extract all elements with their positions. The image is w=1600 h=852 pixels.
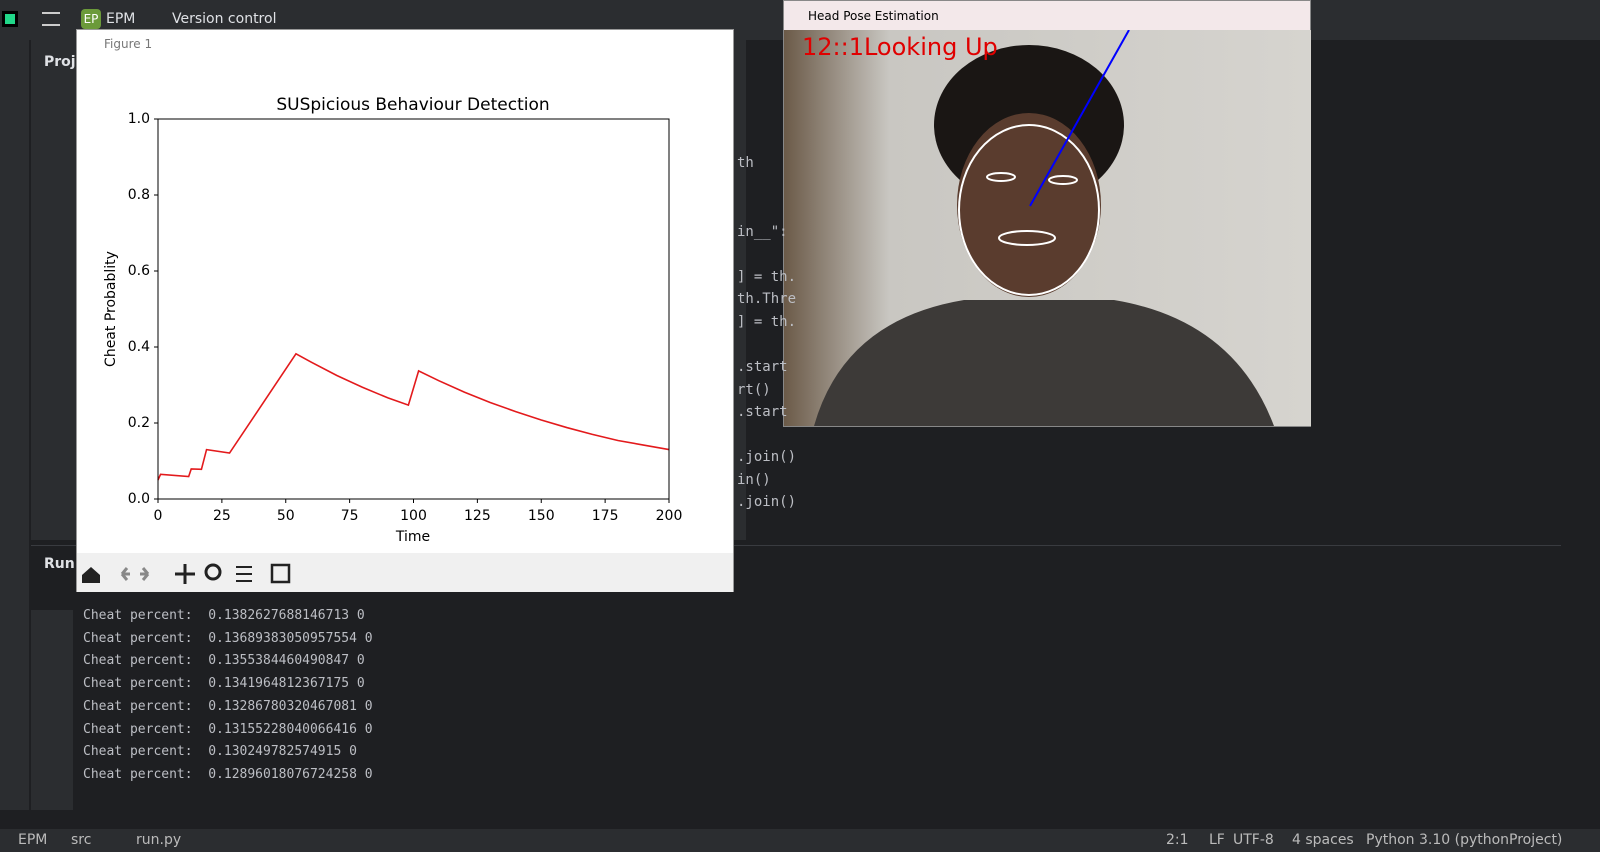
breadcrumb: EPM bbox=[18, 832, 48, 848]
x-tick-label: 125 bbox=[464, 508, 491, 524]
plot-frame bbox=[157, 118, 670, 500]
status-item: Python 3.10 (pythonProject) bbox=[1366, 832, 1563, 848]
breadcrumb: src bbox=[71, 832, 92, 848]
code-line: in() bbox=[737, 472, 771, 488]
chart-title: SUSpicious Behaviour Detection bbox=[276, 95, 549, 115]
y-tick-label: 0.8 bbox=[128, 187, 150, 203]
shirt bbox=[814, 300, 1274, 426]
run-toolbar bbox=[31, 610, 73, 810]
code-line: rt() bbox=[737, 382, 771, 398]
status-item: 4 spaces bbox=[1292, 832, 1354, 848]
x-tick-label: 175 bbox=[592, 508, 619, 524]
code-line: .join() bbox=[737, 494, 797, 510]
console-line: Cheat percent: 0.13689383050957554 0 bbox=[83, 630, 373, 646]
x-tick-label: 100 bbox=[400, 508, 427, 524]
face bbox=[957, 113, 1101, 297]
status-item: UTF-8 bbox=[1233, 832, 1274, 848]
landmark-mouth bbox=[998, 230, 1056, 246]
y-axis-label: Cheat Probablity bbox=[103, 251, 119, 367]
console-line: Cheat percent: 0.12896018076724258 0 bbox=[83, 766, 373, 782]
console-line: Cheat percent: 0.1341964812367175 0 bbox=[83, 676, 365, 692]
y-tick-label: 1.0 bbox=[128, 111, 150, 127]
code-line: th.Thre bbox=[737, 291, 797, 307]
y-tick-label: 0.6 bbox=[128, 263, 150, 279]
x-tick-label: 0 bbox=[154, 508, 163, 524]
left-strip bbox=[0, 40, 30, 810]
pose-line bbox=[1029, 30, 1130, 207]
back-icon[interactable] bbox=[120, 567, 130, 581]
console-line: Cheat percent: 0.130249782574915 0 bbox=[83, 744, 357, 760]
code-line: .join() bbox=[737, 449, 797, 465]
console-line: Cheat percent: 0.1382627688146713 0 bbox=[83, 608, 365, 623]
x-tick-label: 150 bbox=[528, 508, 555, 524]
chart: SUSpicious Behaviour Detection Time Chea… bbox=[82, 95, 683, 584]
console-line: Cheat percent: 0.1355384460490847 0 bbox=[83, 653, 365, 669]
config-icon[interactable] bbox=[236, 566, 252, 582]
code-line: ] = th. bbox=[737, 314, 797, 330]
save-icon[interactable] bbox=[270, 563, 291, 584]
status-item: 2:1 bbox=[1166, 832, 1189, 848]
landmark-eye bbox=[986, 172, 1016, 182]
status-bar bbox=[0, 828, 1600, 852]
x-axis-label: Time bbox=[395, 529, 430, 545]
breadcrumb: run.py bbox=[136, 832, 182, 848]
x-tick-label: 50 bbox=[277, 508, 295, 524]
run-label[interactable]: Run bbox=[44, 556, 75, 572]
pan-icon[interactable] bbox=[175, 564, 195, 584]
x-tick-label: 25 bbox=[213, 508, 231, 524]
project-name[interactable]: EPM bbox=[106, 11, 136, 27]
code-line: .start bbox=[737, 404, 788, 420]
line-series bbox=[157, 352, 670, 481]
y-tick-label: 0.2 bbox=[128, 415, 150, 431]
y-tick-label: 0.4 bbox=[128, 339, 150, 355]
panel-title: Proje bbox=[44, 54, 86, 70]
status-item: LF bbox=[1209, 832, 1225, 848]
code-line: in__": bbox=[737, 224, 788, 240]
vcs[interactable]: Version control bbox=[172, 11, 277, 27]
console-line: Cheat percent: 0.13286780320467081 0 bbox=[83, 698, 373, 714]
pose-label: 12::1Looking Up bbox=[802, 33, 998, 61]
x-tick-label: 200 bbox=[656, 508, 683, 524]
home-icon[interactable] bbox=[82, 567, 100, 583]
console-line: Cheat percent: 0.13155228040066416 0 bbox=[83, 721, 373, 737]
app-icon[interactable] bbox=[2, 11, 18, 27]
zoom-icon[interactable] bbox=[204, 563, 222, 581]
forward-icon[interactable] bbox=[140, 567, 150, 581]
window-title: Head Pose Estimation bbox=[808, 9, 939, 23]
landmark-eye bbox=[1048, 175, 1078, 185]
x-tick-label: 75 bbox=[341, 508, 359, 524]
code-line: .start bbox=[737, 359, 788, 375]
camera-feed: 12::1Looking Up bbox=[784, 30, 1311, 426]
project-badge[interactable]: EP bbox=[81, 9, 101, 29]
code-line: th bbox=[737, 155, 754, 171]
toolbar-icons[interactable] bbox=[82, 563, 291, 584]
y-tick-label: 0.0 bbox=[128, 491, 150, 507]
landmark-outline bbox=[958, 124, 1100, 296]
window-title: Figure 1 bbox=[104, 37, 153, 51]
code-line: ] = th. bbox=[737, 269, 797, 285]
menu[interactable] bbox=[42, 12, 60, 26]
